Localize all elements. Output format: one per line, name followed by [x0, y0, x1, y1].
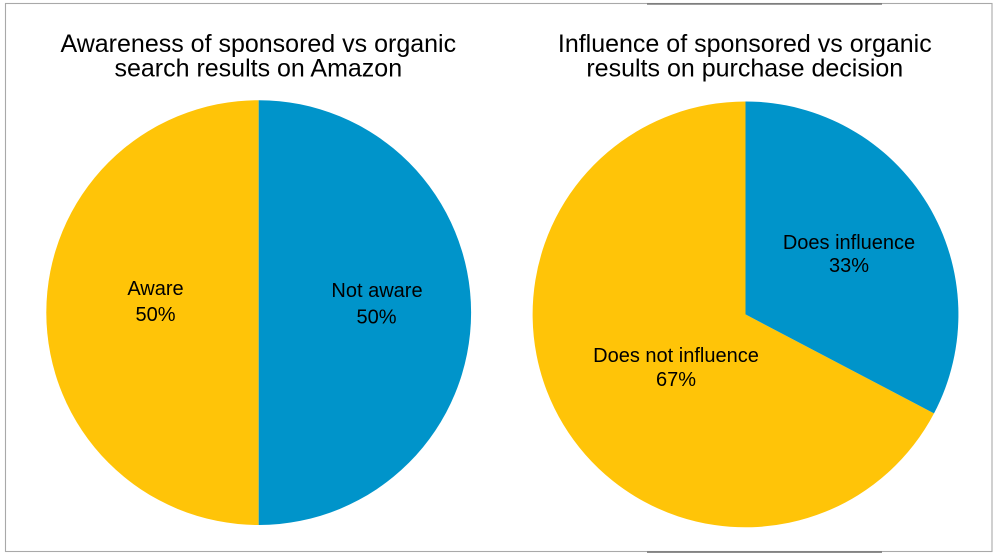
svg-text:33%: 33%: [829, 255, 869, 277]
svg-text:Aware: Aware: [127, 278, 183, 300]
svg-text:67%: 67%: [656, 369, 696, 391]
svg-text:results on purchase decision: results on purchase decision: [586, 55, 903, 83]
svg-text:Does not influence: Does not influence: [593, 345, 759, 367]
svg-text:search results on Amazon: search results on Amazon: [114, 55, 402, 83]
svg-text:Does influence: Does influence: [783, 232, 915, 254]
svg-text:50%: 50%: [135, 304, 175, 326]
svg-text:Awareness of sponsored vs orga: Awareness of sponsored vs organic: [61, 30, 457, 58]
svg-text:50%: 50%: [356, 307, 396, 329]
svg-text:Influence of sponsored vs orga: Influence of sponsored vs organic: [558, 30, 932, 58]
svg-text:Not aware: Not aware: [331, 280, 422, 302]
